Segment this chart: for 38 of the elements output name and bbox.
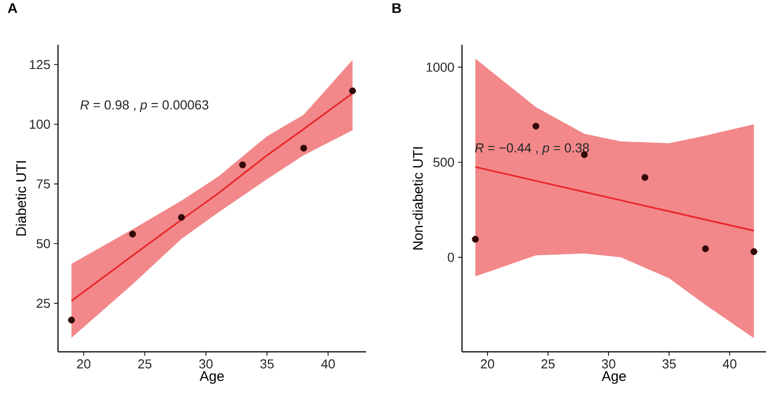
y-tick-label: 0 <box>448 252 454 262</box>
x-tick-label: 40 <box>722 359 736 369</box>
x-tick-label: 40 <box>321 359 335 369</box>
y-tick-label: 25 <box>36 298 50 308</box>
x-tick-label: 35 <box>260 359 274 369</box>
x-tick-label: 25 <box>541 359 555 369</box>
x-tick-label: 35 <box>662 359 676 369</box>
point <box>300 144 308 152</box>
point <box>349 88 356 94</box>
point <box>702 245 709 252</box>
y-tick-label: 500 <box>433 158 454 167</box>
x-axis-title: Age <box>200 371 224 384</box>
y-axis-title: Diabetic UTI <box>16 161 26 236</box>
point <box>642 174 648 181</box>
chart-title: A <box>8 3 18 14</box>
y-tick-label: 1000 <box>426 62 454 72</box>
line-series <box>474 166 755 232</box>
x-axis-title: Age <box>602 371 626 384</box>
y-axis-title: Non-diabetic UTI <box>412 147 423 250</box>
x-tick-label: 25 <box>138 359 152 369</box>
y-tick-label: 50 <box>36 239 50 248</box>
x-tick-label: 20 <box>480 359 494 369</box>
x-tick-label: 20 <box>77 359 90 369</box>
y-tick-label: 125 <box>30 60 50 70</box>
point <box>750 248 758 256</box>
y-tick-label: 100 <box>30 120 50 129</box>
annotation: R = −0.44 , p = 0.38 <box>475 143 589 156</box>
point <box>239 162 246 168</box>
y-tick-label: 75 <box>36 180 50 189</box>
chart-title: B <box>392 3 401 14</box>
x-tick-label: 30 <box>199 359 213 369</box>
x-tick-label: 30 <box>602 359 616 369</box>
annotation: R = 0.98 , p = 0.00063 <box>80 100 208 112</box>
point <box>68 316 75 324</box>
point <box>532 122 540 130</box>
point <box>129 230 136 238</box>
point <box>472 236 479 243</box>
point <box>178 214 185 221</box>
